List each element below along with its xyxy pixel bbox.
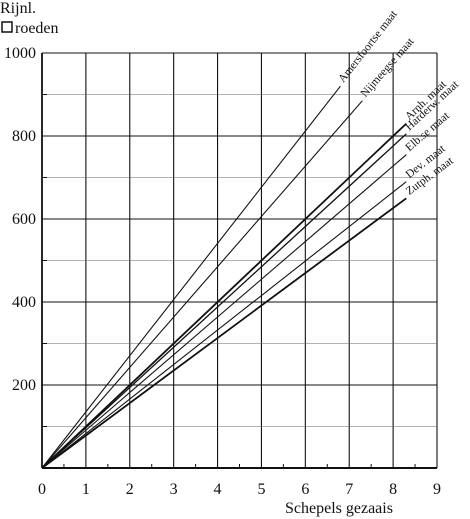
x-tick-label: 1 — [82, 481, 90, 498]
grid — [41, 52, 438, 469]
y-unit-box — [1, 21, 13, 33]
tick-labels: 0 1 2 3 4 5 6 7 8 9 200 400 600 800 1000 — [4, 45, 441, 498]
series-lines — [41, 85, 407, 469]
y-tick-label: 400 — [12, 294, 36, 311]
series-line — [41, 197, 407, 469]
y-tick-label: 800 — [12, 128, 36, 145]
x-tick-label: 3 — [170, 481, 178, 498]
x-tick-label: 8 — [389, 481, 397, 498]
series-line — [41, 85, 341, 469]
y-tick-label: 600 — [12, 211, 36, 228]
x-tick-label: 6 — [301, 481, 309, 498]
series-line — [41, 154, 407, 469]
series-line — [41, 122, 407, 469]
y-tick-label: 200 — [12, 377, 36, 394]
series-line — [41, 181, 407, 469]
x-tick-label: 0 — [38, 481, 46, 498]
x-tick-label: 2 — [126, 481, 134, 498]
series-line — [41, 133, 407, 469]
y-tick-label: 1000 — [4, 45, 36, 62]
x-axis-label: Schepels gezaais — [285, 500, 393, 517]
x-tick-label: 5 — [257, 481, 265, 498]
series-line — [41, 100, 363, 469]
x-tick-label: 7 — [345, 481, 353, 498]
x-tick-label: 4 — [214, 481, 222, 498]
y-axis-label-line1: Rijnl. — [0, 0, 36, 17]
series-label: Amersfoortse maat — [336, 8, 400, 85]
x-tick-label: 9 — [433, 481, 441, 498]
y-axis-label-line2: roeden — [15, 20, 59, 37]
